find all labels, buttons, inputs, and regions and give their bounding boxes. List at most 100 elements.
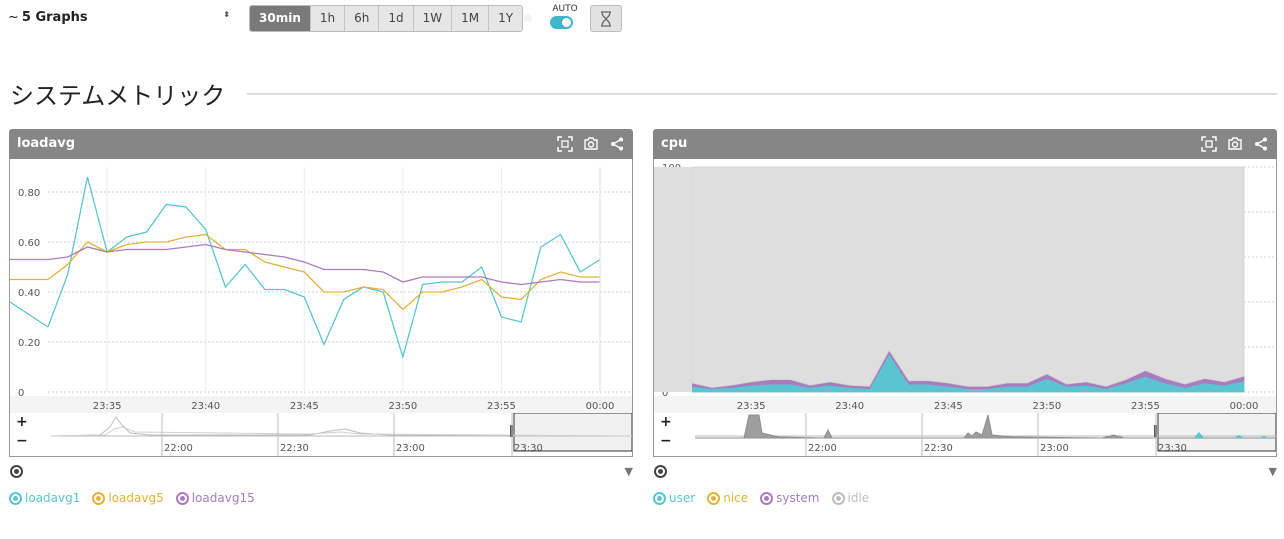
series-lead-loadavg1: [10, 301, 49, 328]
navigator-tick-label: 23:00: [1040, 443, 1069, 454]
legend-item-system[interactable]: system: [760, 491, 820, 505]
status-dot: [524, 14, 532, 22]
panel-actions: [557, 136, 625, 152]
legend-item-nice[interactable]: nice: [707, 491, 748, 505]
graphs-select[interactable]: ~5 Graphs ⬍: [8, 10, 230, 28]
panel-title: loadavg: [17, 136, 76, 151]
legend: user nice system idle: [653, 491, 1277, 505]
legend-item-idle[interactable]: idle: [831, 491, 870, 505]
dropdown-icon[interactable]: ▼: [1268, 465, 1277, 478]
x-tick-label: 23:45: [290, 401, 319, 412]
zoom-in-button[interactable]: +: [660, 414, 672, 430]
legend-item-loadavg1[interactable]: loadavg1: [9, 491, 80, 505]
range-button-1Y[interactable]: 1Y: [489, 6, 523, 31]
legend-label: loadavg5: [108, 491, 164, 505]
range-button-1h[interactable]: 1h: [310, 6, 346, 31]
y-tick-label: 0: [18, 388, 24, 399]
fullscreen-icon[interactable]: [557, 136, 573, 152]
legend-toggle-icon: [831, 491, 845, 505]
chart-area[interactable]: 0 0.20 0.40 0.60 0.80 23:35 23:40 23:45 23:50 23:…: [9, 159, 633, 413]
y-tick-label: 0.20: [18, 338, 40, 349]
legend-item-user[interactable]: user: [653, 491, 695, 505]
legend-toggle-icon: [175, 491, 189, 505]
area-lead-fill: [654, 167, 692, 392]
x-tick-label: 23:55: [1131, 401, 1160, 412]
reset-icon[interactable]: [10, 465, 23, 478]
x-tick-label: 23:40: [835, 401, 864, 412]
range-button-1W[interactable]: 1W: [413, 6, 453, 31]
navigator-sparkline: [50, 426, 632, 437]
navigator-tick-label: 23:00: [396, 443, 425, 454]
navigator-svg[interactable]: 22:00 22:30 23:00 23:30: [10, 413, 632, 456]
time-range-group: 30min 1h 6h 1d 1W 1M 1Y: [249, 5, 524, 32]
series-line-loadavg1[interactable]: [47, 176, 601, 360]
x-tick-label: 23:50: [388, 401, 417, 412]
navigator-tick-label: 23:30: [514, 443, 543, 454]
range-button-1d[interactable]: 1d: [379, 6, 414, 31]
navigator-svg[interactable]: 22:00 22:30 23:00 23:30: [654, 413, 1276, 456]
panel-loadavg: loadavg 0 0.20 0.40 0.60 0.80 23:35 23:40 23:45…: [9, 129, 633, 505]
x-tick-label: 00:00: [1230, 401, 1259, 412]
loadavg-chart[interactable]: 0 0.20 0.40 0.60 0.80 23:35 23:40 23:45 23:50 23:…: [10, 159, 632, 413]
x-tick-label: 00:00: [586, 401, 615, 412]
reset-icon[interactable]: [654, 465, 667, 478]
navigator-window[interactable]: [1157, 413, 1276, 452]
zoom-out-button[interactable]: −: [16, 433, 28, 449]
panel-header: cpu: [653, 129, 1277, 159]
hourglass-icon: [601, 11, 611, 27]
x-tick-label: 23:45: [934, 401, 963, 412]
legend-toggle-icon: [760, 491, 774, 505]
navigator-tick-label: 22:00: [164, 443, 193, 454]
zoom-controls: + −: [10, 413, 50, 456]
dropdown-icon[interactable]: ▼: [624, 465, 633, 478]
navigator-tick-label: 22:30: [924, 443, 953, 454]
range-navigator[interactable]: 22:00 22:30 23:00 23:30 + −: [9, 413, 633, 457]
section-title: システムメトリック: [10, 82, 226, 110]
range-button-6h[interactable]: 6h: [345, 6, 380, 31]
legend-item-loadavg5[interactable]: loadavg5: [92, 491, 164, 505]
navigator-sparkline: [695, 414, 1276, 439]
legend-item-loadavg15[interactable]: loadavg15: [175, 491, 255, 505]
series-line-loadavg15[interactable]: [47, 243, 600, 286]
x-axis-band: [654, 396, 1276, 413]
auto-refresh: AUTO: [550, 4, 580, 29]
legend-label: idle: [847, 491, 870, 505]
range-navigator[interactable]: 22:00 22:30 23:00 23:30 + −: [653, 413, 1277, 457]
camera-icon[interactable]: [583, 136, 599, 152]
series-area-idle[interactable]: [691, 166, 1245, 388]
share-icon[interactable]: [1253, 136, 1269, 152]
wave-icon: ~: [8, 10, 19, 25]
unit-button[interactable]: [590, 5, 622, 32]
auto-toggle[interactable]: [550, 16, 573, 29]
x-tick-label: 23:40: [191, 401, 220, 412]
legend-toggle-icon: [653, 491, 666, 505]
auto-label: AUTO: [552, 4, 578, 14]
fullscreen-icon[interactable]: [1201, 136, 1217, 152]
zoom-controls: + −: [654, 413, 694, 456]
navigator-tick-label: 22:00: [808, 443, 837, 454]
share-icon[interactable]: [609, 136, 625, 152]
series-line-loadavg5[interactable]: [47, 233, 600, 311]
zoom-in-button[interactable]: +: [16, 414, 28, 430]
panel-footer: ▼: [9, 457, 633, 487]
y-tick-label: 0.80: [18, 188, 40, 199]
panel-footer: ▼: [653, 457, 1277, 487]
x-tick-label: 23:35: [737, 401, 766, 412]
section-divider: [247, 93, 1277, 95]
select-arrows-icon: ⬍: [223, 10, 230, 19]
panel-actions: [1201, 136, 1269, 152]
range-button-30min[interactable]: 30min: [250, 6, 311, 31]
camera-icon[interactable]: [1227, 136, 1243, 152]
navigator-sparkline: [50, 416, 632, 437]
navigator-window[interactable]: [513, 413, 632, 452]
panel-header: loadavg: [9, 129, 633, 159]
zoom-out-button[interactable]: −: [660, 433, 672, 449]
x-tick-label: 23:55: [487, 401, 516, 412]
legend-label: nice: [723, 491, 749, 505]
chart-area[interactable]: 02040608010023:3523:4023:4523:5023:5500:…: [653, 159, 1277, 413]
legend-toggle-icon: [707, 491, 721, 505]
navigator-tick-label: 23:30: [1158, 443, 1187, 454]
cpu-chart[interactable]: 02040608010023:3523:4023:4523:5023:5500:…: [654, 159, 1276, 413]
graphs-select-label: 5 Graphs: [21, 10, 88, 25]
range-button-1M[interactable]: 1M: [452, 6, 490, 31]
